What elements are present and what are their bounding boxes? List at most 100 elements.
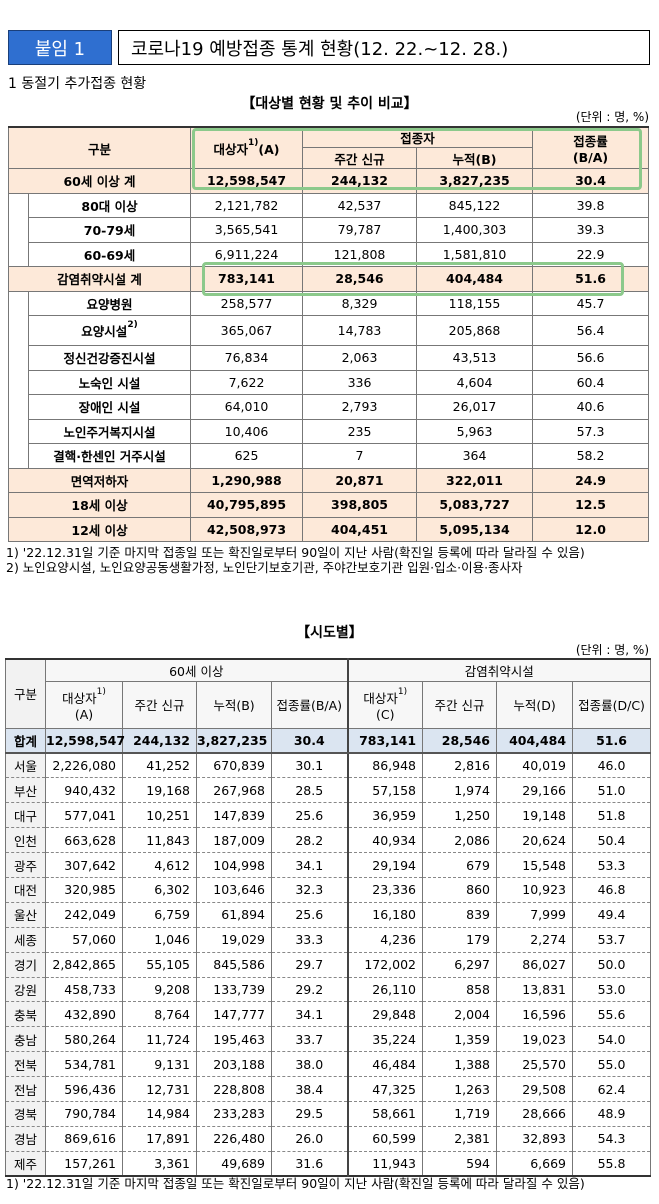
row-label: 세종	[5, 926, 46, 953]
region-row: 인천 663,628 11,843 187,009 28.2 40,934 2,086 20,…	[5, 827, 652, 854]
cell: 41,252	[122, 752, 197, 779]
item-row: 80대 이상 2,121,782 42,537 845,122 39.8	[8, 192, 650, 267]
row-label: 서울	[5, 752, 46, 779]
cell: 45.7	[532, 290, 650, 316]
cell: 16,180	[346, 901, 424, 928]
cell: 50.4	[572, 827, 652, 854]
cell: 31.6	[270, 1150, 349, 1177]
cell: 15,548	[496, 852, 574, 878]
cell: 51.8	[572, 802, 652, 829]
header-text: 대상자	[62, 690, 97, 706]
label-text: 정신건강증진시설	[63, 351, 156, 367]
header-text: (B/A)	[572, 150, 609, 165]
item-row: 노인주거복지시설 10,406 235 5,963 57.3	[9, 418, 650, 444]
cell: 1,290,988	[190, 467, 304, 493]
column-header: 접종률(B/A)	[532, 126, 650, 169]
cell: 12.5	[532, 492, 650, 518]
cell: 46.8	[572, 876, 652, 903]
cell: 20,871	[302, 467, 418, 493]
header-text: (C)	[376, 706, 395, 722]
cell: 244,132	[302, 168, 418, 194]
cell: 6,302	[122, 876, 197, 903]
cell: 7	[302, 443, 418, 469]
cell: 55,105	[122, 951, 197, 978]
cell: 29,194	[346, 852, 424, 878]
cell: 34.1	[270, 1001, 349, 1028]
label-text: 요양시설	[81, 324, 128, 339]
region-row: 서울 2,226,080 41,252 670,839 30.1 86,948 2,816 4…	[5, 752, 652, 779]
cell: 869,616	[45, 1125, 123, 1152]
cell: 30.4	[270, 727, 349, 754]
cell: 3,361	[122, 1150, 197, 1177]
total-row: 18세 이상 40,795,895 398,805 5,083,727 12.5	[7, 492, 650, 518]
section-heading: 1 동절기 추가접종 현황	[8, 76, 147, 92]
cell: 2,816	[422, 752, 498, 779]
cell: 4,604	[416, 369, 534, 395]
cell: 43,513	[416, 345, 534, 371]
cell: 22.9	[532, 241, 650, 267]
label-text: 결핵·한센인 거주시설	[53, 449, 166, 465]
cell: 244,132	[122, 727, 197, 754]
cell: 28,546	[422, 727, 498, 754]
cell: 233,283	[196, 1100, 272, 1127]
cell: 534,781	[45, 1051, 123, 1078]
cell: 596,436	[45, 1076, 123, 1102]
cell: 57,158	[346, 777, 424, 804]
cell: 58.2	[532, 443, 650, 469]
cell: 783,141	[346, 727, 424, 754]
cell: 9,208	[122, 976, 197, 1003]
cell: 845,586	[196, 951, 272, 978]
cell: 235	[302, 418, 418, 444]
cell: 679	[422, 852, 498, 878]
row-label: 대전	[5, 876, 46, 903]
column-header: 구분	[5, 658, 46, 729]
region-row: 세종 57,060 1,046 19,029 33.3 4,236 179 2,274 53.7	[5, 926, 652, 953]
cell: 28,546	[302, 266, 418, 292]
cell: 28,666	[496, 1100, 574, 1127]
column-header: 대상자1)(A)	[45, 680, 123, 729]
row-label: 감염취약시설 계	[7, 266, 192, 292]
region-table: 구분 60세 이상 감염취약시설 대상자1) (A) 주간 신규 누적(B) 접종률(B/A)…	[5, 658, 652, 1178]
cell: 133,739	[196, 976, 272, 1003]
cell: 25.6	[270, 901, 349, 928]
cell: 55.8	[572, 1150, 652, 1177]
cell: 172,002	[346, 951, 424, 978]
cell: 34.1	[270, 852, 349, 878]
cell: 790,784	[45, 1100, 123, 1127]
cell: 1,974	[422, 777, 498, 804]
cell: 11,843	[122, 827, 197, 854]
region-row: 충남 580,264 11,724 195,463 33.7 35,224 1,359 19,…	[5, 1026, 652, 1053]
row-label: 장애인 시설	[27, 394, 192, 420]
cell: 19,023	[496, 1026, 574, 1053]
cell: 23,336	[346, 876, 424, 903]
cell: 13,831	[496, 976, 574, 1003]
row-label: 요양시설2)	[27, 315, 192, 346]
cell: 14,984	[122, 1100, 197, 1127]
cell: 404,451	[302, 516, 418, 542]
header-text: 대상자	[363, 690, 398, 706]
item-row: 70-79세 3,565,541 79,787 1,400,303 39.3	[9, 217, 650, 243]
cell: 3,827,235	[416, 168, 534, 194]
cell: 20,624	[496, 827, 574, 854]
row-label: 대구	[5, 802, 46, 829]
item-row: 요양시설2) 365,067 14,783 205,868 56.4	[9, 315, 650, 346]
cell: 783,141	[190, 266, 304, 292]
row-label: 전북	[5, 1051, 46, 1078]
cell: 19,029	[196, 926, 272, 953]
cell: 195,463	[196, 1026, 272, 1053]
region-row: 대전 320,985 6,302 103,646 32.3 23,336 860 10,923…	[5, 876, 652, 903]
cell: 6,297	[422, 951, 498, 978]
cell: 845,122	[416, 192, 534, 218]
cell: 147,839	[196, 802, 272, 829]
cell: 38.4	[270, 1076, 349, 1102]
cell: 10,251	[122, 802, 197, 829]
header-text: 접종률	[573, 134, 608, 149]
cell: 12.0	[532, 516, 650, 542]
cell: 8,764	[122, 1001, 197, 1028]
cell: 47,325	[346, 1076, 424, 1102]
cell: 33.3	[270, 926, 349, 953]
row-label: 80대 이상	[27, 192, 192, 218]
label-text: 노숙인 시설	[78, 375, 141, 391]
cell: 860	[422, 876, 498, 903]
cell: 228,808	[196, 1076, 272, 1102]
